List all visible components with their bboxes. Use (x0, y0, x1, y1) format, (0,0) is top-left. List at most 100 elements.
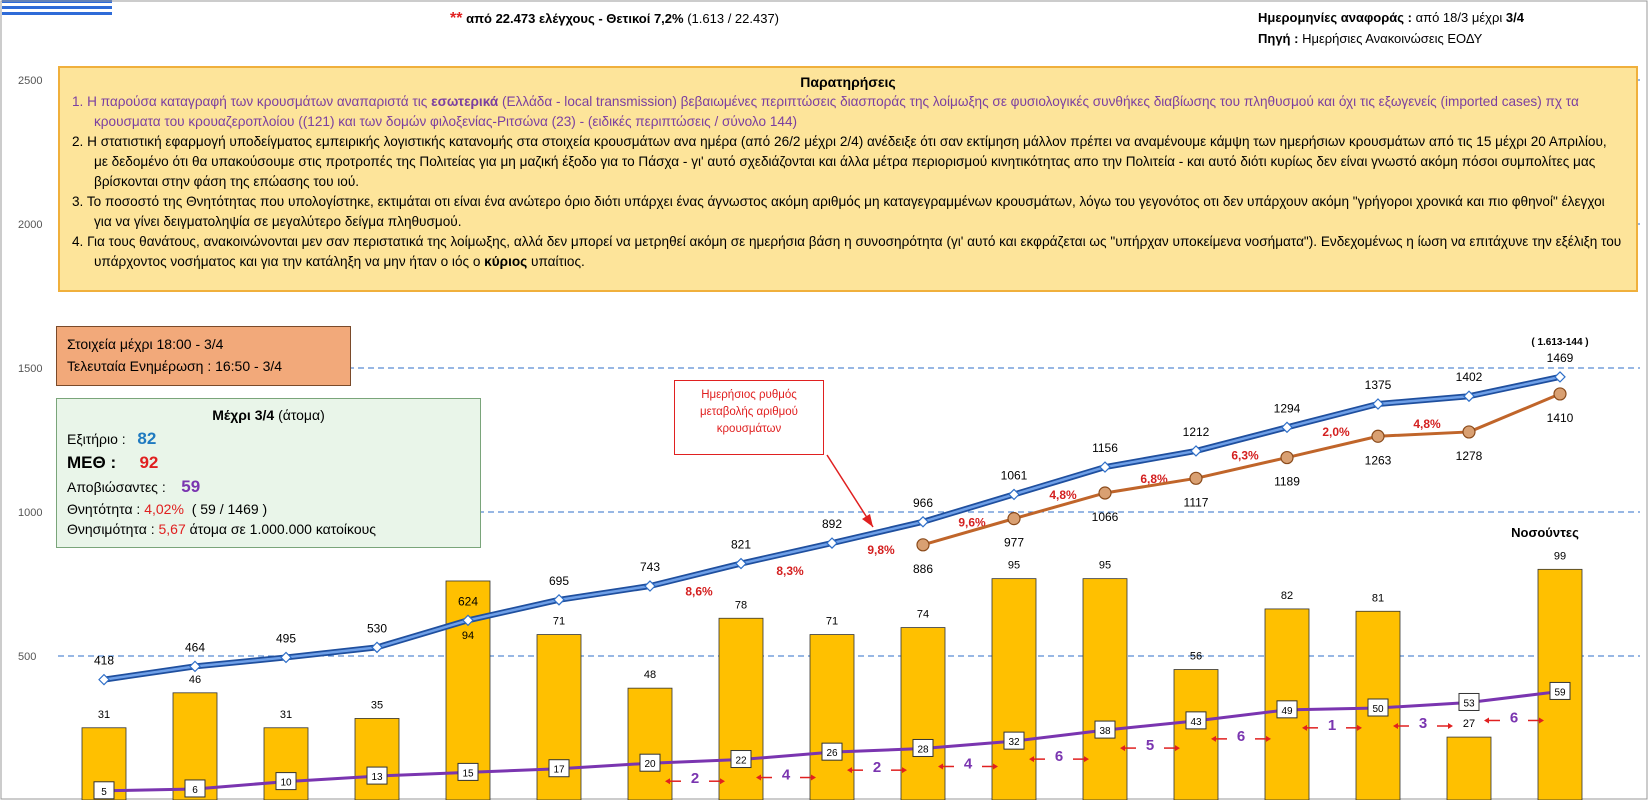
hospitalized-label: 886 (913, 562, 933, 576)
daily-cases-bar (627, 687, 673, 800)
increment-arrowhead-right (1084, 756, 1089, 763)
daily-cases-label: 78 (735, 599, 747, 611)
growth-rate-label: 9,6% (958, 515, 986, 529)
data-until: Στοιχεία μέχρι 18:00 - 3/4 (67, 336, 224, 352)
daily-cases-bar (1082, 578, 1128, 800)
death-increment-label: 3 (1419, 715, 1427, 732)
deaths-point (1276, 700, 1298, 719)
deaths-label: 5 (101, 787, 107, 798)
growth-rate-label: 9,8% (867, 543, 895, 557)
dates-value: από 18/3 μέχρι (1415, 10, 1503, 25)
total-cases-point (1190, 445, 1202, 457)
total-cases-point (553, 593, 565, 606)
hospitalized-label: 1117 (1184, 495, 1209, 509)
source-value: Ημερήσιες Ανακοινώσεις ΕΟΔΥ (1302, 31, 1483, 46)
death-increment-label: 6 (1237, 728, 1245, 745)
death-rate-row: Θνησιμότητα : 5,67 άτομα σε 1.000.000 κα… (67, 521, 377, 537)
note-2: 2. Η στατιστική εφαρμογή υποδείγματος εμ… (72, 134, 1607, 189)
death-increment-label: 1 (1328, 717, 1336, 734)
total-cases-label: 1294 (1274, 401, 1301, 415)
growth-rate-label: 8,6% (685, 585, 713, 599)
increment-arrowhead-left (1393, 723, 1398, 729)
daily-cases-label: 56 (1190, 651, 1202, 663)
deaths-row: Αποβιώσαντες : 59 (67, 477, 201, 496)
deaths-label: 17 (553, 765, 565, 776)
increment-arrowhead-right (902, 767, 907, 774)
growth-rate-label: 8,3% (776, 564, 804, 578)
discharged-row: Εξιτήριο : 82 (67, 429, 157, 448)
increment-arrowhead-left (1211, 735, 1216, 742)
total-cases-point (189, 660, 201, 673)
deaths-label: 38 (1099, 726, 1111, 737)
deaths-point (1185, 711, 1207, 730)
total-cases-label: 1061 (1001, 468, 1028, 482)
deaths-point (1003, 731, 1025, 750)
death-increment-label: 2 (873, 759, 881, 776)
reference-dates: Ημερομηνίες αναφοράς : από 18/3 μέχρι 3/… (1258, 10, 1524, 25)
deaths-value: 59 (181, 477, 201, 496)
hospitalized-point (1098, 486, 1112, 500)
y-tick-label: 1500 (18, 363, 42, 375)
deaths-label: 10 (280, 778, 292, 789)
deaths-point (275, 772, 297, 791)
deaths-point (821, 742, 843, 761)
total-cases-point (826, 537, 838, 549)
daily-cases-label: 31 (280, 709, 292, 721)
increment-arrowhead-left (1029, 756, 1034, 763)
hospitalized-label: 1278 (1456, 449, 1483, 463)
daily-cases-label: 95 (1008, 560, 1020, 572)
increment-arrowhead-right (993, 763, 998, 770)
growth-rate-label: 2,0% (1322, 425, 1350, 439)
note-3: 3. Το ποσοστό της Θνητότητας που υπολογί… (72, 194, 1605, 229)
hospitalized-label: 1263 (1365, 453, 1392, 467)
total-cases-label: 464 (185, 640, 205, 654)
daily-cases-label: 48 (644, 669, 656, 681)
hospitalized-label: 977 (1004, 536, 1024, 550)
metrics-title: Μέχρι 3/4 (άτομα) (212, 407, 325, 423)
tests-note-ratio: (1.613 / 22.437) (687, 11, 780, 26)
total-cases-label: 1469 (1547, 351, 1574, 365)
increment-arrowhead-right (1266, 735, 1271, 742)
total-cases-point (917, 515, 929, 528)
total-cases-point (1463, 390, 1475, 403)
daily-cases-label: 35 (371, 699, 383, 711)
deaths-point (1094, 720, 1116, 739)
daily-cases-label: 82 (1281, 590, 1293, 602)
mortality-row: Θνητότητα : 4,02% ( 59 / 1469 ) (67, 501, 268, 517)
daily-cases-label: 94 (462, 630, 474, 642)
growth-rate-callout: Ημερήσιος ρυθμός μεταβολής αριθμού κρουσ… (674, 380, 824, 455)
deaths-label: 15 (462, 768, 474, 779)
source-label: Πηγή : (1258, 31, 1299, 46)
deaths-label: 28 (917, 744, 929, 755)
increment-arrowhead-right (1539, 717, 1544, 724)
daily-cases-bar (900, 627, 946, 800)
daily-cases-bar (809, 634, 855, 800)
hospitalized-label: 1066 (1092, 510, 1119, 524)
deaths-point (912, 738, 934, 757)
deaths-point (639, 753, 661, 772)
mortality-value: 4,02% (144, 501, 184, 517)
dates-label: Ημερομηνίες αναφοράς : (1258, 10, 1412, 25)
daily-cases-label: 71 (553, 616, 565, 628)
icu-value: 92 (139, 453, 159, 472)
deaths-label: 53 (1463, 698, 1475, 709)
metrics-box: Μέχρι 3/4 (άτομα) Εξιτήριο : 82 ΜΕΘ : 92… (56, 398, 481, 548)
total-cases-label: 418 (94, 654, 114, 668)
deaths-point (548, 759, 570, 778)
death-increment-label: 2 (691, 770, 699, 787)
icu-row: ΜΕΘ : 92 (67, 453, 159, 472)
hospitalized-label: 1410 (1547, 411, 1574, 425)
death-increment-label: 6 (1055, 748, 1063, 765)
dates-end: 3/4 (1505, 10, 1524, 25)
total-cases-label: 495 (276, 631, 296, 645)
discharged-value: 82 (137, 429, 157, 448)
observations-box: Παρατηρήσεις 1. Η παρούσα καταγραφή των … (58, 66, 1638, 292)
total-cases-label: 695 (549, 574, 569, 588)
deaths-label: 6 (192, 785, 198, 796)
death-increment-label: 4 (782, 767, 791, 784)
total-cases-point (98, 673, 110, 686)
total-cases-label: 892 (822, 517, 842, 531)
y-tick-label: 2000 (18, 219, 42, 231)
deaths-label: 59 (1554, 687, 1566, 698)
note-4: 4. Για τους θανάτους, ανακοινώνονται μεν… (72, 234, 1622, 269)
